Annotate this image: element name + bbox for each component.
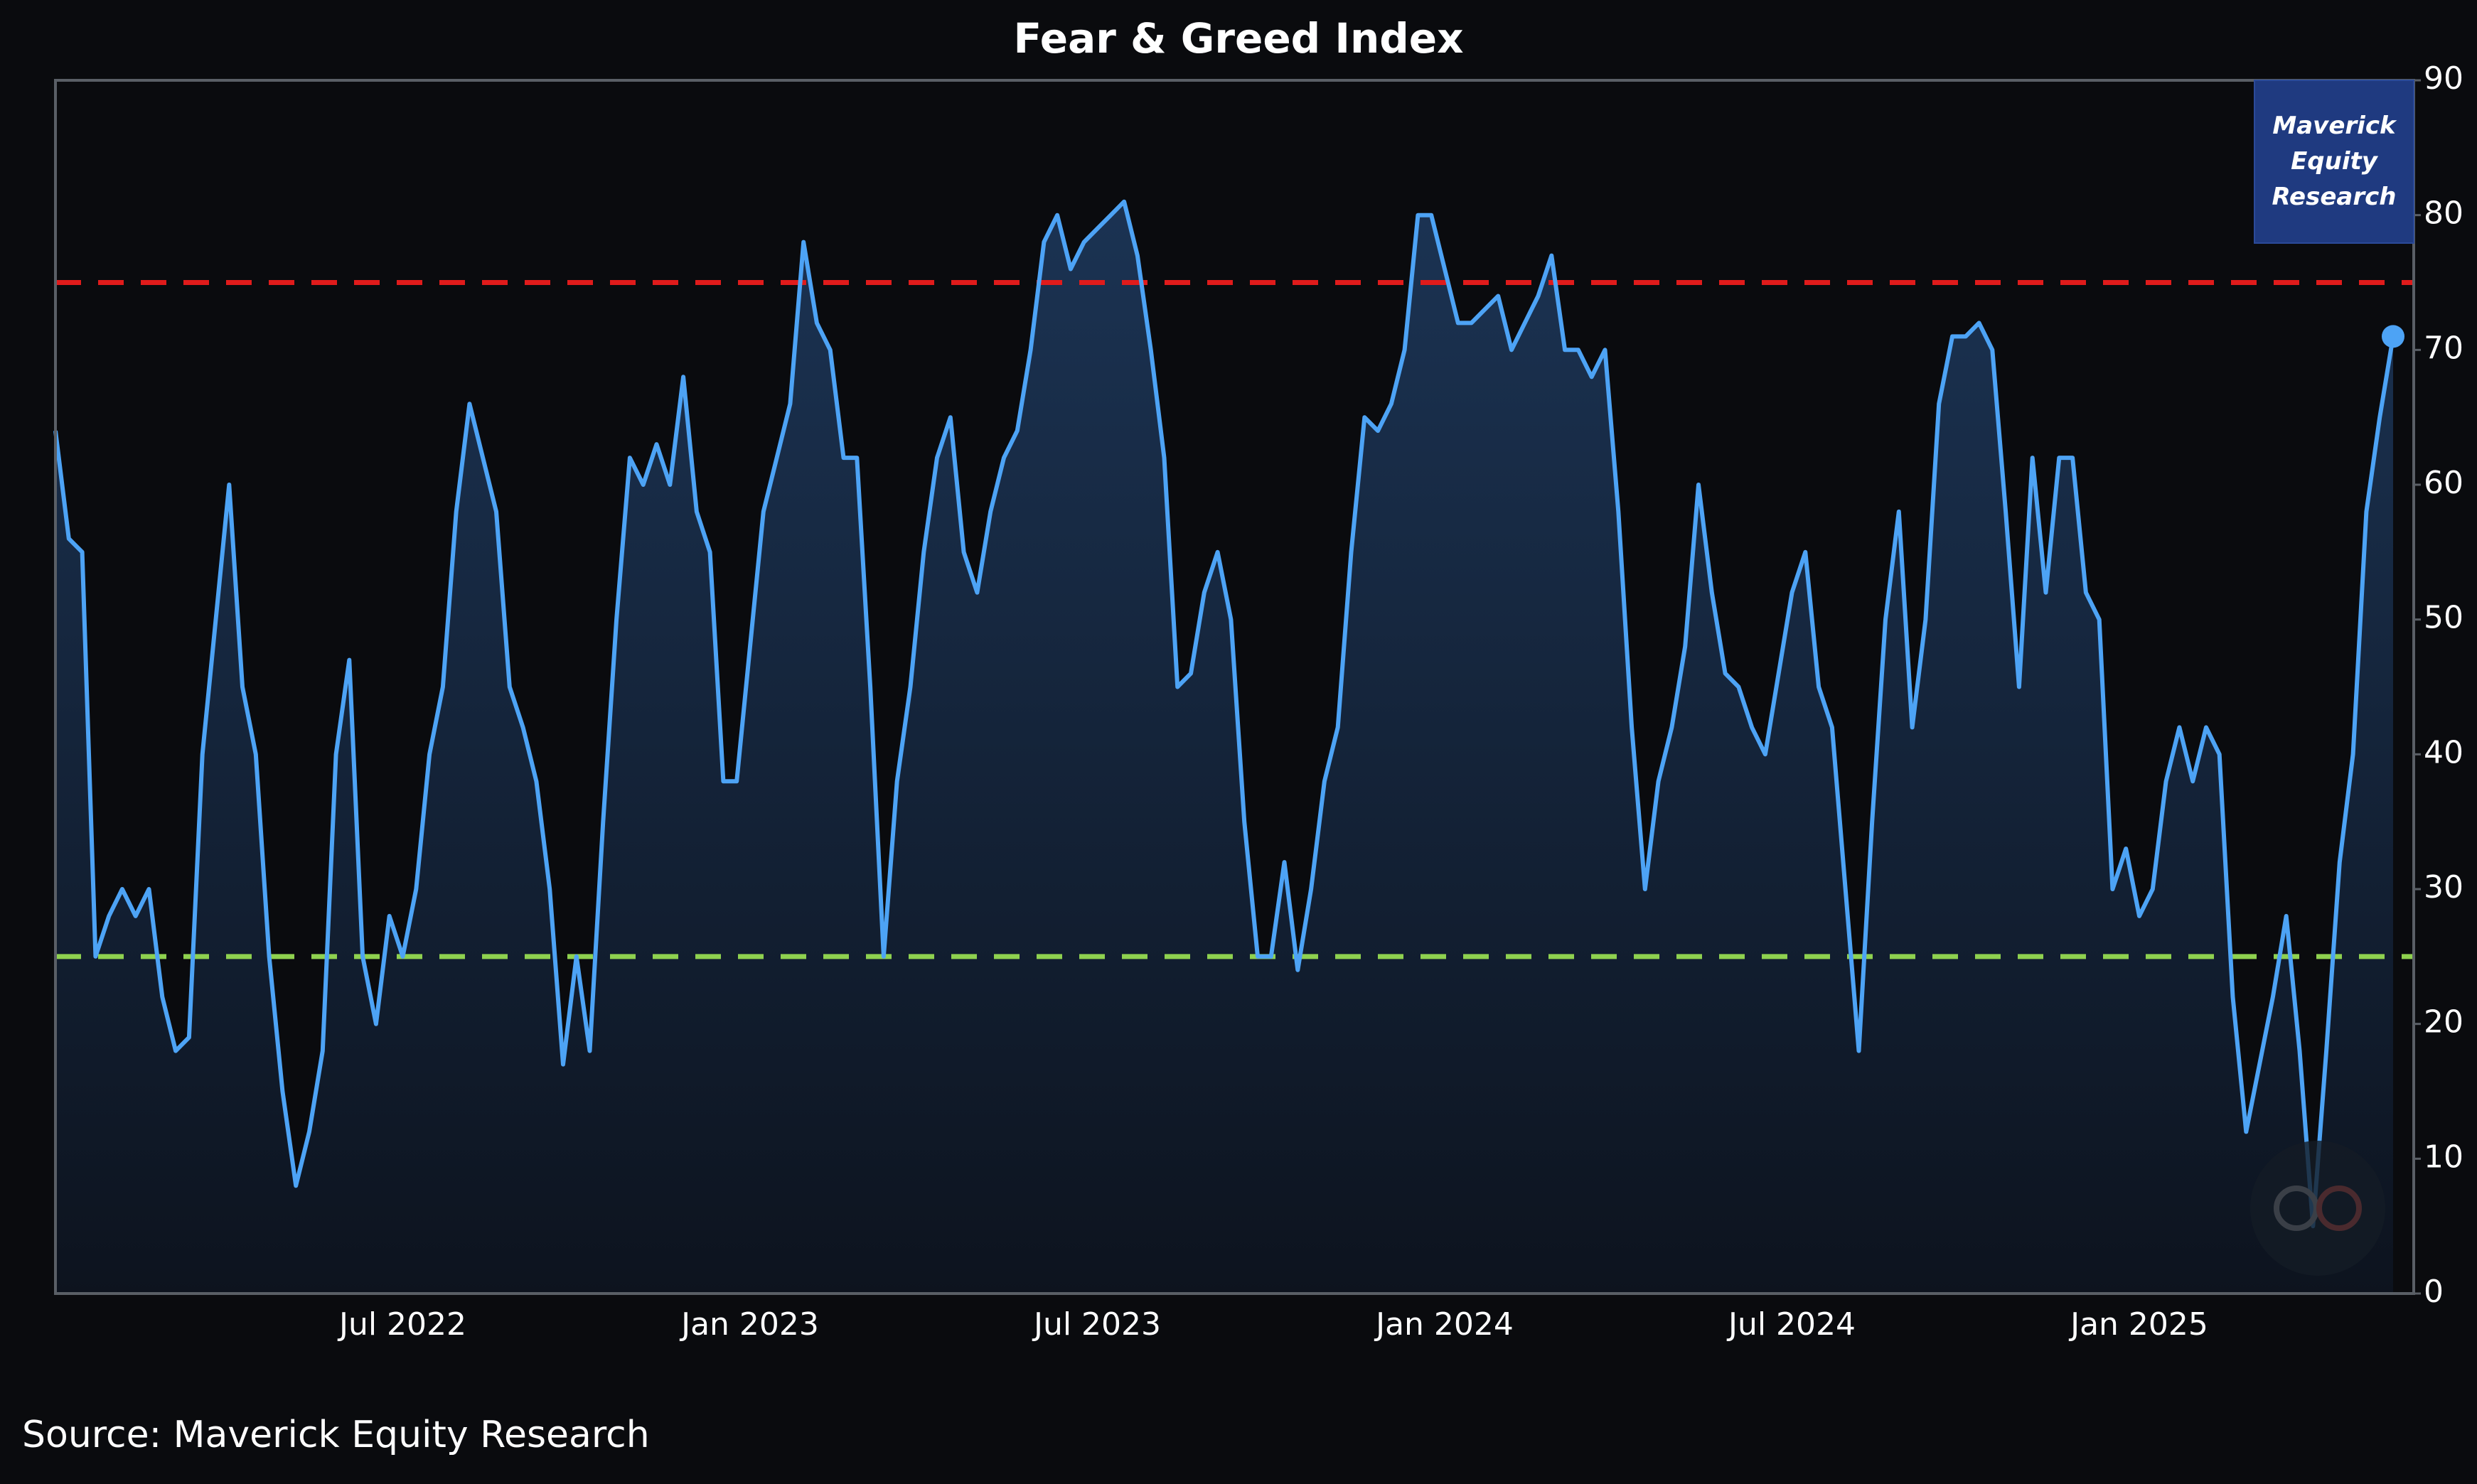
area-fill <box>55 201 2393 1294</box>
x-tick-label: Jul 2024 <box>1726 1306 1856 1343</box>
x-tick-label: Jul 2022 <box>337 1306 466 1343</box>
y-tick-label: 40 <box>2424 734 2463 770</box>
last-point <box>2382 325 2404 348</box>
brand-label: Maverick Equity Research <box>2272 112 2397 211</box>
chart-title: Fear & Greed Index <box>1013 14 1463 63</box>
y-tick-label: 30 <box>2424 869 2463 905</box>
x-tick-label: Jan 2023 <box>679 1306 819 1343</box>
x-tick-label: Jul 2023 <box>1032 1306 1161 1343</box>
y-tick-label: 0 <box>2424 1274 2444 1310</box>
y-tick-label: 10 <box>2424 1139 2463 1175</box>
y-tick-label: 80 <box>2424 195 2463 232</box>
y-tick-label: 60 <box>2424 465 2463 501</box>
plot-border <box>54 79 2415 1295</box>
y-tick-label: 20 <box>2424 1004 2463 1041</box>
watermark <box>2316 1185 2362 1231</box>
x-tick-label: Jan 2025 <box>2068 1306 2208 1343</box>
x-tick-label: Jan 2024 <box>1374 1306 1514 1343</box>
y-tick-label: 50 <box>2424 600 2463 636</box>
y-tick-label: 90 <box>2424 60 2463 97</box>
y-tick-label: 70 <box>2424 330 2463 366</box>
brand-box <box>2254 80 2414 244</box>
source-note: Source: Maverick Equity Research <box>22 1414 650 1456</box>
data-line <box>53 199 2395 1229</box>
